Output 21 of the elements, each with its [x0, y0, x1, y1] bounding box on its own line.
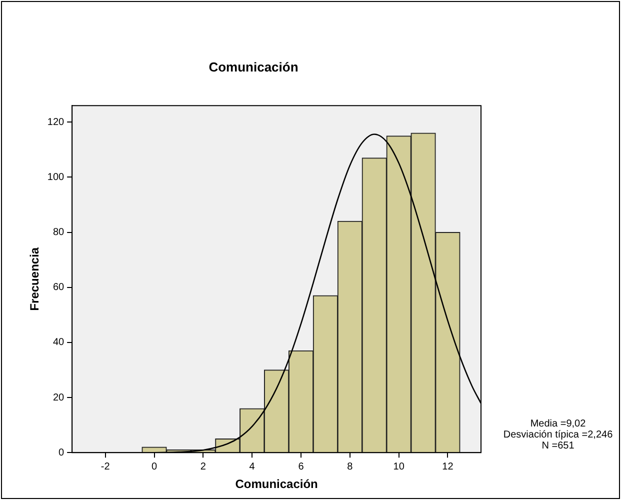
x-tick-label: 6 [298, 461, 304, 472]
x-axis-title: Comunicación [235, 477, 318, 492]
x-tick-label: 4 [249, 461, 256, 472]
text: Desviación típica =2,246 [503, 429, 614, 440]
text: N =651 [542, 440, 575, 452]
y-tick-label: 20 [52, 392, 65, 404]
y-tick-label: 100 [47, 172, 65, 183]
x-tick-label: 12 [442, 461, 454, 472]
x-tick-label: 8 [347, 461, 354, 472]
x-tick-label: 0 [151, 461, 158, 472]
y-tick-label: 120 [47, 116, 65, 128]
x-tick-label: -2 [100, 461, 110, 472]
y-tick-label: 60 [52, 282, 65, 294]
chart-title: Comunicación [208, 59, 298, 74]
x-tick-label: 2 [200, 461, 206, 472]
y-tick-label: 40 [52, 337, 65, 348]
x-tick-label: 10 [393, 461, 405, 472]
y-tick-label: 0 [58, 447, 65, 458]
y-tick-label: 80 [52, 227, 65, 238]
text: Media =9,02 [530, 418, 586, 430]
y-axis-title: Frecuencia [28, 247, 42, 311]
